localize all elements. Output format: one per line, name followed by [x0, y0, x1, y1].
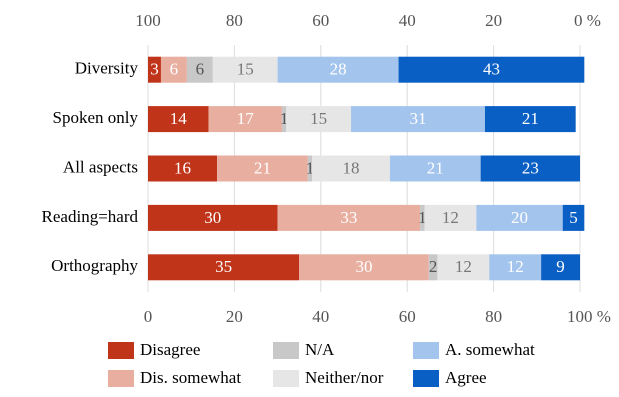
value-label: 30: [356, 257, 373, 276]
bar-segment: [281, 106, 287, 133]
bar-segment: [299, 254, 429, 281]
bar-segment: [480, 155, 580, 182]
value-label: 12: [507, 257, 524, 276]
x-tick-label: 80: [485, 307, 502, 326]
category-label: All aspects: [63, 157, 138, 176]
bar-segment: [160, 56, 187, 83]
bar-segment: [186, 56, 213, 83]
x2-tick-label: 0 %: [574, 11, 601, 30]
bar-segment: [307, 155, 313, 182]
value-label: 12: [455, 257, 472, 276]
bar-segment: [312, 155, 390, 182]
bar-segment: [541, 254, 580, 281]
value-label: 2: [429, 257, 438, 276]
bar-segment: [212, 56, 278, 83]
bar-segment: [424, 204, 477, 231]
bar-segment: [148, 155, 218, 182]
value-label: 1: [280, 109, 289, 128]
value-label: 15: [237, 60, 254, 79]
legend-swatch: [413, 370, 439, 387]
legend-swatch: [273, 342, 299, 359]
value-label: 21: [254, 158, 271, 177]
x2-tick-label: 20: [485, 11, 502, 30]
bar-segment: [484, 106, 576, 133]
value-label: 33: [340, 208, 357, 227]
value-label: 43: [483, 60, 500, 79]
x-tick-label: 20: [226, 307, 243, 326]
value-label: 35: [215, 257, 232, 276]
value-label: 6: [170, 60, 179, 79]
x-tick-label: 40: [312, 307, 329, 326]
bar-segment: [489, 254, 542, 281]
value-label: 31: [410, 109, 427, 128]
bar-segment: [437, 254, 490, 281]
legend-swatch: [108, 342, 134, 359]
value-label: 3: [150, 60, 159, 79]
value-label: 15: [310, 109, 327, 128]
bar-segment: [148, 106, 209, 133]
category-label: Reading=hard: [42, 207, 139, 226]
value-label: 6: [196, 60, 205, 79]
value-label: 1: [306, 158, 315, 177]
legend-swatch: [413, 342, 439, 359]
bar-segment: [398, 56, 585, 83]
legend-label: Disagree: [140, 340, 200, 359]
value-label: 23: [522, 158, 539, 177]
value-label: 5: [569, 208, 578, 227]
x-tick-label: 100 %: [567, 307, 611, 326]
category-label: Spoken only: [53, 108, 139, 127]
x2-tick-label: 60: [312, 11, 329, 30]
legend-label: N/A: [305, 340, 335, 359]
value-label: 9: [556, 257, 565, 276]
legend-label: Dis. somewhat: [140, 368, 241, 387]
bar-segment: [351, 106, 485, 133]
bar-segment: [286, 106, 352, 133]
bar-segment: [389, 155, 481, 182]
x-tick-label: 0: [144, 307, 153, 326]
category-label: Diversity: [75, 59, 139, 78]
x2-tick-label: 40: [399, 11, 416, 30]
bar-segment: [148, 56, 161, 83]
bar-segment: [217, 155, 308, 182]
legend-swatch: [108, 370, 134, 387]
value-label: 21: [427, 158, 444, 177]
value-label: 14: [170, 109, 188, 128]
x-tick-label: 60: [399, 307, 416, 326]
x2-tick-label: 100: [135, 11, 161, 30]
bar-segment: [420, 204, 425, 231]
value-label: 30: [204, 208, 221, 227]
x2-tick-label: 80: [226, 11, 243, 30]
value-label: 16: [174, 158, 191, 177]
bar-segment: [208, 106, 282, 133]
value-label: 17: [237, 109, 255, 128]
value-label: 18: [343, 158, 360, 177]
bar-segment: [476, 204, 563, 231]
legend-label: Agree: [445, 368, 487, 387]
value-label: 21: [522, 109, 539, 128]
value-label: 1: [418, 208, 427, 227]
value-label: 12: [442, 208, 459, 227]
bar-segment: [148, 204, 278, 231]
value-label: 20: [511, 208, 528, 227]
legend-label: Neither/nor: [305, 368, 384, 387]
bar-segment: [148, 254, 300, 281]
bar-segment: [562, 204, 585, 231]
bar-segment: [277, 204, 421, 231]
legend-swatch: [273, 370, 299, 387]
bar-segment: [428, 254, 438, 281]
legend-label: A. somewhat: [445, 340, 535, 359]
bar-segment: [277, 56, 399, 83]
value-label: 28: [330, 60, 347, 79]
category-label: Orthography: [51, 256, 138, 275]
